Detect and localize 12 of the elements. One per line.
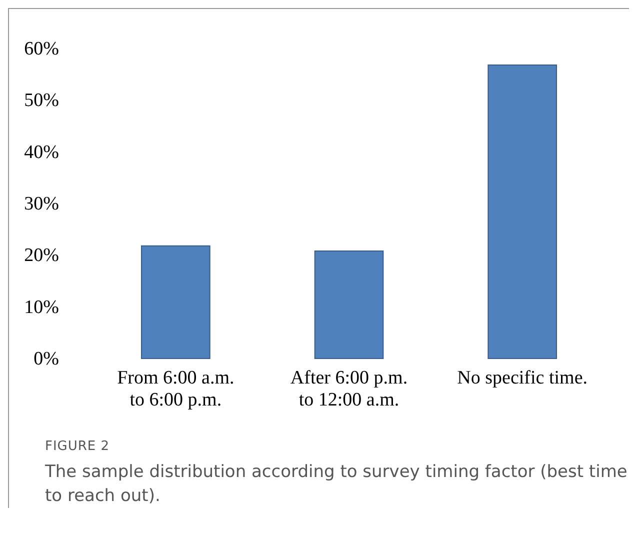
y-tick-label: 50% [24,90,60,112]
x-tick-label: No specific time. [457,368,588,388]
y-tick-label: 40% [24,142,60,163]
x-tick-label: From 6:00 a.m. to 6:00 p.m. [117,368,234,410]
y-tick-label: 10% [24,296,60,318]
y-tick-label: 20% [24,245,60,266]
x-tick-label: After 6:00 p.m. to 12:00 a.m. [290,368,408,410]
text: FIGURE 2 [45,439,111,454]
y-tick-label: 30% [24,194,60,214]
y-tick-label: 60% [24,38,60,60]
y-tick-label: 0% [34,348,60,370]
text: The sample distribution according to survey timing factor (best time to reach out). [45,461,628,508]
